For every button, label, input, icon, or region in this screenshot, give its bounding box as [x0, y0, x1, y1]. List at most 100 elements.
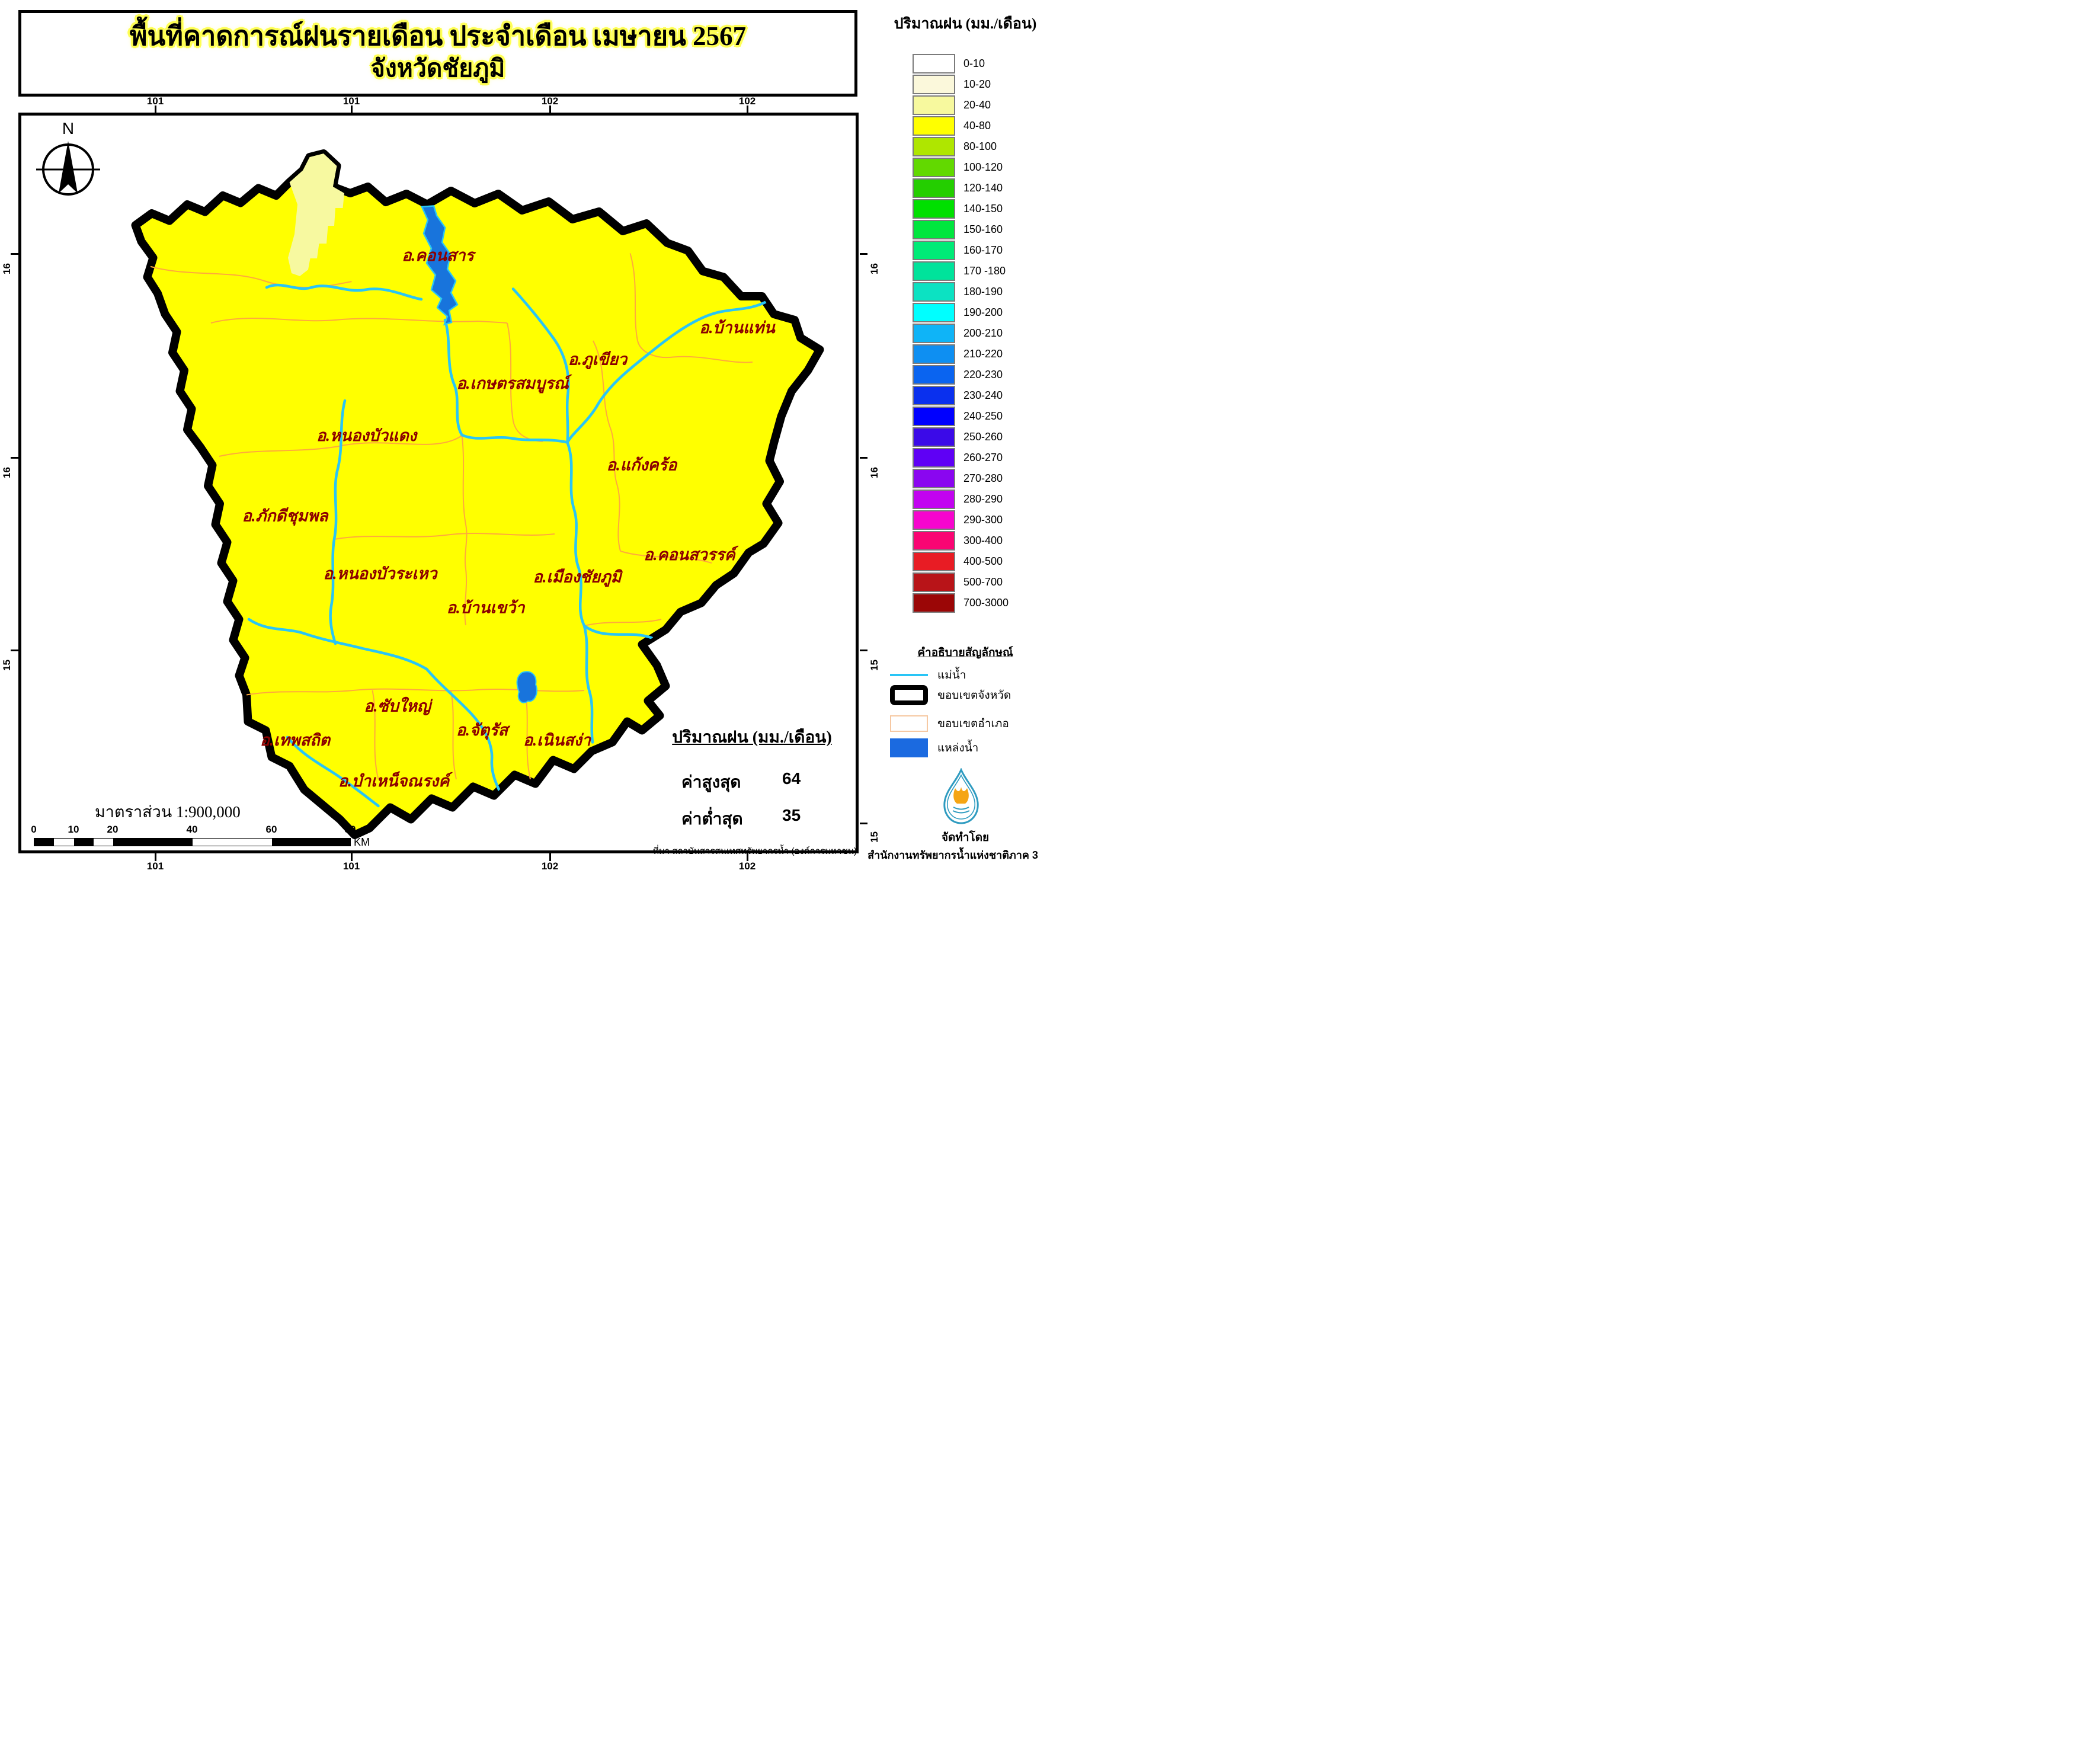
legend-item: 240-250 [913, 406, 1009, 427]
map-canvas[interactable]: อ.คอนสาร อ.บ้านแท่น อ.ภูเขียว อ.เกษตรสมบ… [18, 113, 859, 853]
legend-item: 0-10 [913, 53, 1009, 74]
scale-bar-segment [113, 839, 193, 846]
graticule-tick [155, 105, 156, 113]
graticule-label-bottom: 101 [342, 860, 360, 872]
graticule-label-top: 102 [541, 95, 559, 107]
province-boundary-icon [890, 685, 928, 705]
legend-color-swatch [913, 407, 955, 426]
district-label: อ.บำเหน็จณรงค์ [338, 771, 453, 790]
legend-item: 170 -180 [913, 261, 1009, 281]
legend-item: 280-290 [913, 489, 1009, 510]
district-label: อ.หนองบัวแดง [316, 427, 418, 444]
legend-range-label: 230-240 [963, 389, 1003, 401]
legend-color-swatch [913, 365, 955, 385]
district-boundary [334, 533, 555, 540]
legend-color-swatch [913, 241, 955, 260]
legend-range-label: 200-210 [963, 327, 1003, 339]
legend-item: 250-260 [913, 427, 1009, 447]
legend-color-swatch [913, 95, 955, 115]
symbol-label: ขอบเขตจังหวัด [937, 689, 1011, 702]
legend-range-label: 160-170 [963, 244, 1003, 256]
river-line [265, 283, 423, 301]
legend-range-label: 100-120 [963, 161, 1003, 173]
graticule-tick [11, 253, 18, 255]
rainfall-legend: 0-10 10-20 20-40 40-80 80-100 100-120 12… [913, 53, 1009, 613]
legend-item: 220-230 [913, 364, 1009, 385]
district-boundary [584, 619, 662, 626]
legend-color-swatch [913, 490, 955, 509]
legend-range-label: 40-80 [963, 120, 991, 132]
rainfall-forecast-map-page: พื้นที่คาดการณ์ฝนรายเดือน ประจำเดือน เมษ… [0, 0, 1050, 875]
district-label: อ.ซับใหญ่ [364, 697, 433, 716]
river-line [247, 618, 428, 671]
scale-bar-segment [34, 839, 54, 846]
legend-range-label: 80-100 [963, 140, 997, 152]
graticule-tick [11, 650, 18, 651]
scalebar-tick-label: 0 [31, 824, 37, 835]
legend-item: 210-220 [913, 344, 1009, 364]
legend-range-label: 120-140 [963, 182, 1003, 194]
legend-range-label: 280-290 [963, 493, 1003, 505]
legend-range-label: 140-150 [963, 203, 1003, 215]
legend-item: 260-270 [913, 447, 1009, 468]
graticule-label-left: 16 [1, 263, 12, 275]
legend-color-swatch [913, 552, 955, 571]
legend-range-label: 300-400 [963, 535, 1003, 546]
legend-range-label: 190-200 [963, 306, 1003, 318]
scalebar-tick-label: 20 [107, 824, 119, 835]
province-shape [131, 149, 824, 839]
legend-color-swatch [913, 531, 955, 551]
district-label: อ.คอนสวรรค์ [644, 545, 738, 564]
legend-item: 80-100 [913, 136, 1009, 157]
district-label: อ.จัตุรัส [456, 721, 511, 740]
river-line [329, 399, 347, 645]
legend-color-swatch [913, 303, 955, 322]
district-boundary [372, 690, 379, 780]
legend-range-label: 400-500 [963, 555, 1003, 567]
map-title-line2: จังหวัดชัยภูมิ [370, 54, 505, 82]
river-line [286, 735, 380, 808]
legend-color-swatch [913, 116, 955, 136]
legend-item: 10-20 [913, 74, 1009, 95]
legend-color-swatch [913, 448, 955, 468]
legend-item: 190-200 [913, 302, 1009, 323]
symbol-item-water-source: แหล่งน้ำ [890, 738, 978, 757]
legend-range-label: 500-700 [963, 576, 1003, 588]
district-boundary [593, 340, 621, 552]
legend-range-label: 0-10 [963, 57, 985, 69]
legend-item: 100-120 [913, 157, 1009, 178]
district-label: อ.เนินสง่า [523, 731, 592, 749]
district-boundary [219, 435, 463, 457]
legend-item: 270-280 [913, 468, 1009, 489]
district-label: อ.เกษตรสมบูรณ์ [456, 374, 572, 393]
legend-color-swatch [913, 75, 955, 94]
legend-color-swatch [913, 158, 955, 177]
rain-zone-20-40-patch [288, 153, 344, 276]
legend-item: 700-3000 [913, 593, 1009, 613]
max-value-label: ค่าสูงสุด [681, 773, 741, 791]
legend-item: 300-400 [913, 530, 1009, 551]
legend-color-swatch [913, 178, 955, 198]
district-label: อ.หนองบัวระเหว [323, 565, 438, 583]
legend-item: 140-150 [913, 199, 1009, 219]
river-line-icon [890, 674, 928, 676]
symbols-legend-header: คำอธิบายสัญลักษณ์ [917, 647, 1013, 659]
scalebar-tick-label: 10 [68, 824, 79, 835]
prepared-by-label: จัดทำโดย [941, 831, 990, 844]
scalebar-tick-label: 40 [186, 824, 198, 835]
river-line [443, 318, 569, 444]
legend-range-label: 220-230 [963, 369, 1003, 380]
agency-name: สำนักงานทรัพยากรน้ำแห่งชาติภาค 3 [867, 849, 1038, 861]
district-boundary [450, 690, 457, 780]
legend-color-swatch [913, 427, 955, 447]
data-source-text: ที่มา สถาบันสารสนเทศทรัพยากรน้ำ (องค์การ… [653, 846, 857, 856]
legend-item: 500-700 [913, 572, 1009, 593]
min-value-label: ค่าต่ำสุด [681, 810, 743, 828]
scale-bar-segment [74, 839, 94, 846]
district-label: อ.แก้งคร้อ [607, 456, 678, 474]
scale-ratio-label: มาตราส่วน 1:900,000 [95, 803, 241, 821]
district-label: อ.คอนสาร [402, 247, 476, 264]
district-boundary-icon [890, 715, 928, 732]
symbol-item-province-boundary: ขอบเขตจังหวัด [890, 685, 1011, 705]
graticule-tick [860, 650, 867, 651]
